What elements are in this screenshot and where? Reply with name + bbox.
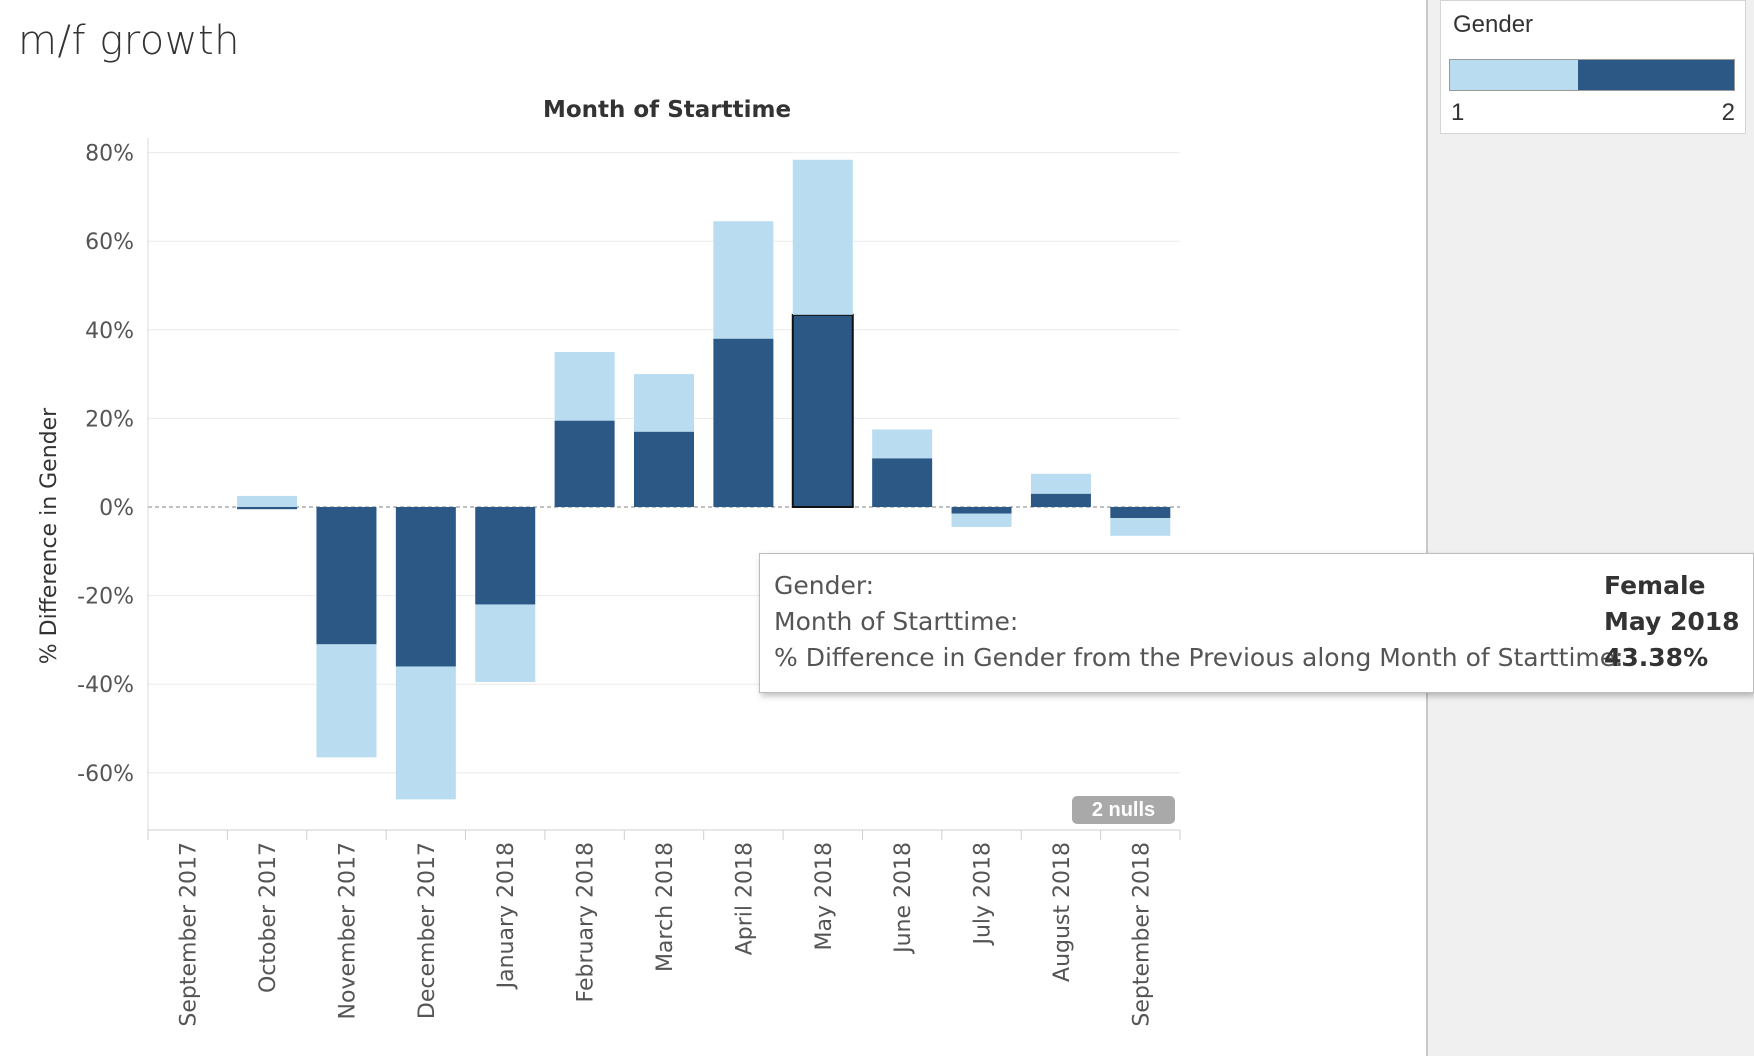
- y-tick-label: 20%: [85, 407, 134, 432]
- tooltip: Gender: Female Month of Starttime: May 2…: [759, 553, 1754, 693]
- y-tick-label: 0%: [99, 496, 134, 521]
- bar-gender-2[interactable]: [395, 507, 456, 667]
- bar-gender-1[interactable]: [1110, 518, 1171, 536]
- legend-color-ramp: [1449, 59, 1735, 91]
- y-tick-label: -20%: [77, 585, 134, 610]
- tooltip-label-month: Month of Starttime:: [774, 607, 1019, 636]
- bar-gender-1[interactable]: [395, 666, 456, 800]
- legend-max-label: 2: [1721, 99, 1735, 126]
- legend-min-label: 1: [1451, 99, 1465, 126]
- tooltip-value-gender: Female: [1604, 571, 1706, 600]
- y-axis-label: % Difference in Gender: [37, 407, 62, 664]
- bar-gender-2[interactable]: [791, 313, 854, 508]
- x-tick-label: May 2018: [812, 842, 837, 950]
- y-tick-label: 40%: [85, 319, 134, 344]
- x-tick-label: September 2018: [1129, 842, 1154, 1027]
- legend-ramp-dark: [1577, 60, 1734, 90]
- right-pane: [1426, 0, 1754, 1056]
- y-tick-label: 80%: [85, 142, 134, 167]
- bar-gender-1[interactable]: [316, 644, 377, 758]
- bar-gender-2[interactable]: [237, 507, 298, 510]
- x-tick-label: November 2017: [335, 842, 360, 1019]
- bar-gender-1[interactable]: [792, 159, 853, 315]
- x-axis-ticks: September 2017 October 2017 November 2017 D…: [147, 830, 1181, 1027]
- bar-gender-2[interactable]: [1110, 507, 1171, 519]
- bar-gender-2[interactable]: [634, 431, 694, 507]
- x-tick-label: October 2017: [256, 842, 281, 993]
- tooltip-label-gender: Gender:: [774, 571, 875, 600]
- bar-gender-1[interactable]: [951, 513, 1012, 527]
- x-tick-label: January 2018: [494, 842, 519, 990]
- sheet-title: m/f growth: [18, 18, 241, 64]
- x-tick-label: February 2018: [574, 842, 599, 1002]
- x-tick-label: June 2018: [891, 842, 916, 955]
- bar-gender-2[interactable]: [872, 458, 933, 507]
- tooltip-value-month: May 2018: [1604, 607, 1740, 636]
- tooltip-value-difference: 43.38%: [1604, 643, 1709, 672]
- bar-gender-2[interactable]: [1030, 493, 1091, 507]
- bar-gender-1[interactable]: [475, 604, 536, 682]
- y-tick-label: -60%: [77, 762, 134, 787]
- chart-title: Month of Starttime: [543, 97, 791, 123]
- bar-gender-1[interactable]: [634, 374, 694, 432]
- bar-gender-1[interactable]: [237, 495, 298, 507]
- tooltip-label-difference: % Difference in Gender from the Previous…: [774, 643, 1624, 672]
- bar-gender-1[interactable]: [1030, 473, 1091, 494]
- y-tick-label: 60%: [85, 230, 134, 255]
- x-tick-label: September 2017: [177, 842, 202, 1027]
- x-tick-label: December 2017: [415, 842, 440, 1019]
- bar-gender-2[interactable]: [951, 507, 1012, 514]
- bars[interactable]: [237, 159, 1171, 800]
- x-tick-label: April 2018: [732, 842, 757, 955]
- x-tick-label: August 2018: [1050, 842, 1075, 982]
- bar-gender-2[interactable]: [316, 507, 377, 645]
- bar-chart[interactable]: Month of Starttime % Difference in Gende…: [0, 0, 1420, 1056]
- bar-gender-2[interactable]: [475, 507, 536, 605]
- bar-gender-1[interactable]: [872, 429, 933, 459]
- x-tick-label: July 2018: [971, 842, 996, 947]
- nulls-indicator[interactable]: 2 nulls: [1072, 796, 1175, 824]
- bar-gender-1[interactable]: [713, 221, 774, 339]
- color-legend[interactable]: Gender 1 2: [1440, 0, 1746, 134]
- y-axis-ticks: 80% 60% 40% 20% 0% -20% -40% -60%: [77, 142, 134, 787]
- bar-gender-2[interactable]: [554, 420, 615, 507]
- legend-title: Gender: [1453, 11, 1534, 38]
- bar-gender-1[interactable]: [554, 351, 615, 421]
- x-tick-label: March 2018: [653, 842, 678, 972]
- y-tick-label: -40%: [77, 673, 134, 698]
- bar-gender-2[interactable]: [713, 338, 774, 507]
- legend-ramp-light: [1450, 60, 1578, 90]
